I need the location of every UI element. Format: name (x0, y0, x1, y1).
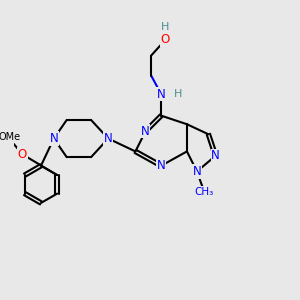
Text: O: O (18, 148, 27, 161)
Text: N: N (193, 165, 201, 178)
Text: CH₃: CH₃ (194, 187, 214, 196)
Text: N: N (157, 88, 166, 101)
Text: H: H (161, 22, 170, 32)
Text: N: N (141, 125, 150, 138)
Text: OMe: OMe (0, 132, 20, 142)
Text: N: N (211, 149, 220, 162)
Text: N: N (50, 132, 58, 145)
Text: O: O (161, 33, 170, 46)
Text: H: H (174, 89, 182, 99)
Text: N: N (157, 159, 166, 172)
Text: N: N (104, 132, 112, 145)
